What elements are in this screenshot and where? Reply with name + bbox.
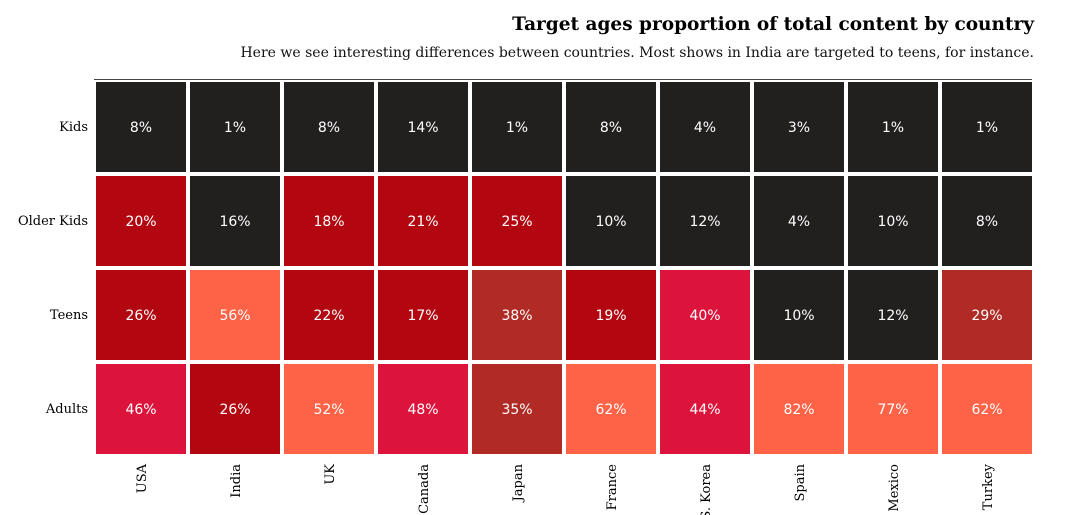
heatmap-cell-adults-canada — [378, 364, 468, 454]
heatmap-cell-kids-usa — [96, 82, 186, 172]
heatmap-cell-adults-uk — [284, 364, 374, 454]
column-label: Turkey — [981, 463, 996, 510]
row-label: Older Kids — [18, 214, 88, 229]
heatmap-cell-adults-mexico — [848, 364, 938, 454]
heatmap-cell-adults-france — [566, 364, 656, 454]
heatmap-cell-kids-uk — [284, 82, 374, 172]
cell-value-label: 56% — [219, 308, 250, 324]
heatmap-cell-older-kids-france — [566, 176, 656, 266]
heatmap-cell-older-kids-usa — [96, 176, 186, 266]
cell-value-label: 8% — [130, 120, 152, 136]
heatmap-cell-kids-spain — [754, 82, 844, 172]
heatmap-cell-older-kids-mexico — [848, 176, 938, 266]
cell-value-label: 1% — [976, 120, 998, 136]
cell-value-label: 10% — [783, 308, 814, 324]
heatmap-cell-kids-canada — [378, 82, 468, 172]
cell-value-label: 35% — [501, 402, 532, 418]
cell-value-label: 1% — [224, 120, 246, 136]
column-label: Canada — [417, 464, 432, 514]
heatmap-cell-kids-india — [190, 82, 280, 172]
heatmap-cell-teens-canada — [378, 270, 468, 360]
cell-value-label: 8% — [976, 214, 998, 230]
heatmap-cell-teens-india — [190, 270, 280, 360]
heatmap-cell-older-kids-canada — [378, 176, 468, 266]
heatmap-cell-adults-usa — [96, 364, 186, 454]
cell-value-label: 1% — [882, 120, 904, 136]
heatmap-cell-teens-s-korea — [660, 270, 750, 360]
cell-value-label: 26% — [125, 308, 156, 324]
chart-title: Target ages proportion of total content … — [512, 14, 1034, 35]
cell-value-label: 14% — [407, 120, 438, 136]
cell-value-label: 62% — [595, 402, 626, 418]
heatmap-cell-kids-s-korea — [660, 82, 750, 172]
heatmap-cell-adults-japan — [472, 364, 562, 454]
cell-value-label: 12% — [877, 308, 908, 324]
heatmap-cell-older-kids-japan — [472, 176, 562, 266]
cell-value-label: 4% — [788, 214, 810, 230]
heatmap-cell-kids-mexico — [848, 82, 938, 172]
column-label: Mexico — [887, 464, 902, 512]
cell-value-label: 46% — [125, 402, 156, 418]
row-label: Teens — [50, 308, 88, 323]
cell-value-label: 44% — [689, 402, 720, 418]
top-rule — [94, 79, 1032, 80]
cell-value-label: 22% — [313, 308, 344, 324]
heatmap-cell-adults-spain — [754, 364, 844, 454]
row-label: Adults — [45, 402, 88, 417]
heatmap-cell-older-kids-s-korea — [660, 176, 750, 266]
cell-value-label: 62% — [971, 402, 1002, 418]
column-label: UK — [323, 464, 338, 485]
cell-value-label: 21% — [407, 214, 438, 230]
column-label: Spain — [793, 463, 808, 501]
heatmap-cell-teens-uk — [284, 270, 374, 360]
heatmap-cell-kids-japan — [472, 82, 562, 172]
heatmap-cell-adults-s-korea — [660, 364, 750, 454]
cell-value-label: 1% — [506, 120, 528, 136]
cell-value-label: 19% — [595, 308, 626, 324]
cell-value-label: 8% — [318, 120, 340, 136]
heatmap-cell-teens-mexico — [848, 270, 938, 360]
cell-value-label: 12% — [689, 214, 720, 230]
cell-value-label: 40% — [689, 308, 720, 324]
heatmap-cell-teens-japan — [472, 270, 562, 360]
cell-value-label: 20% — [125, 214, 156, 230]
cell-value-label: 29% — [971, 308, 1002, 324]
cell-value-label: 16% — [219, 214, 250, 230]
heatmap-cell-older-kids-turkey — [942, 176, 1032, 266]
cell-value-label: 82% — [783, 402, 814, 418]
cell-value-label: 18% — [313, 214, 344, 230]
cell-value-label: 38% — [501, 308, 532, 324]
cell-value-label: 10% — [877, 214, 908, 230]
heatmap-cell-adults-turkey — [942, 364, 1032, 454]
heatmap-cell-teens-france — [566, 270, 656, 360]
cell-value-label: 25% — [501, 214, 532, 230]
heatmap-cell-kids-france — [566, 82, 656, 172]
cell-value-label: 17% — [407, 308, 438, 324]
row-label: Kids — [59, 120, 88, 135]
heatmap-cell-adults-india — [190, 364, 280, 454]
heatmap-cell-teens-turkey — [942, 270, 1032, 360]
cell-value-label: 8% — [600, 120, 622, 136]
column-label: USA — [135, 463, 150, 493]
chart-subtitle: Here we see interesting differences betw… — [240, 45, 1034, 61]
cell-value-label: 3% — [788, 120, 810, 136]
heatmap-cell-older-kids-spain — [754, 176, 844, 266]
column-label: S. Korea — [699, 464, 714, 515]
heatmap-cell-teens-usa — [96, 270, 186, 360]
column-label: India — [229, 464, 244, 498]
cell-value-label: 52% — [313, 402, 344, 418]
column-label: Japan — [511, 463, 526, 503]
heatmap-cell-older-kids-india — [190, 176, 280, 266]
cell-value-label: 4% — [694, 120, 716, 136]
cell-value-label: 26% — [219, 402, 250, 418]
column-label: France — [605, 464, 620, 511]
cell-value-label: 77% — [877, 402, 908, 418]
cell-value-label: 48% — [407, 402, 438, 418]
heatmap-cell-teens-spain — [754, 270, 844, 360]
heatmap-cell-older-kids-uk — [284, 176, 374, 266]
heatmap-cell-kids-turkey — [942, 82, 1032, 172]
cell-value-label: 10% — [595, 214, 626, 230]
